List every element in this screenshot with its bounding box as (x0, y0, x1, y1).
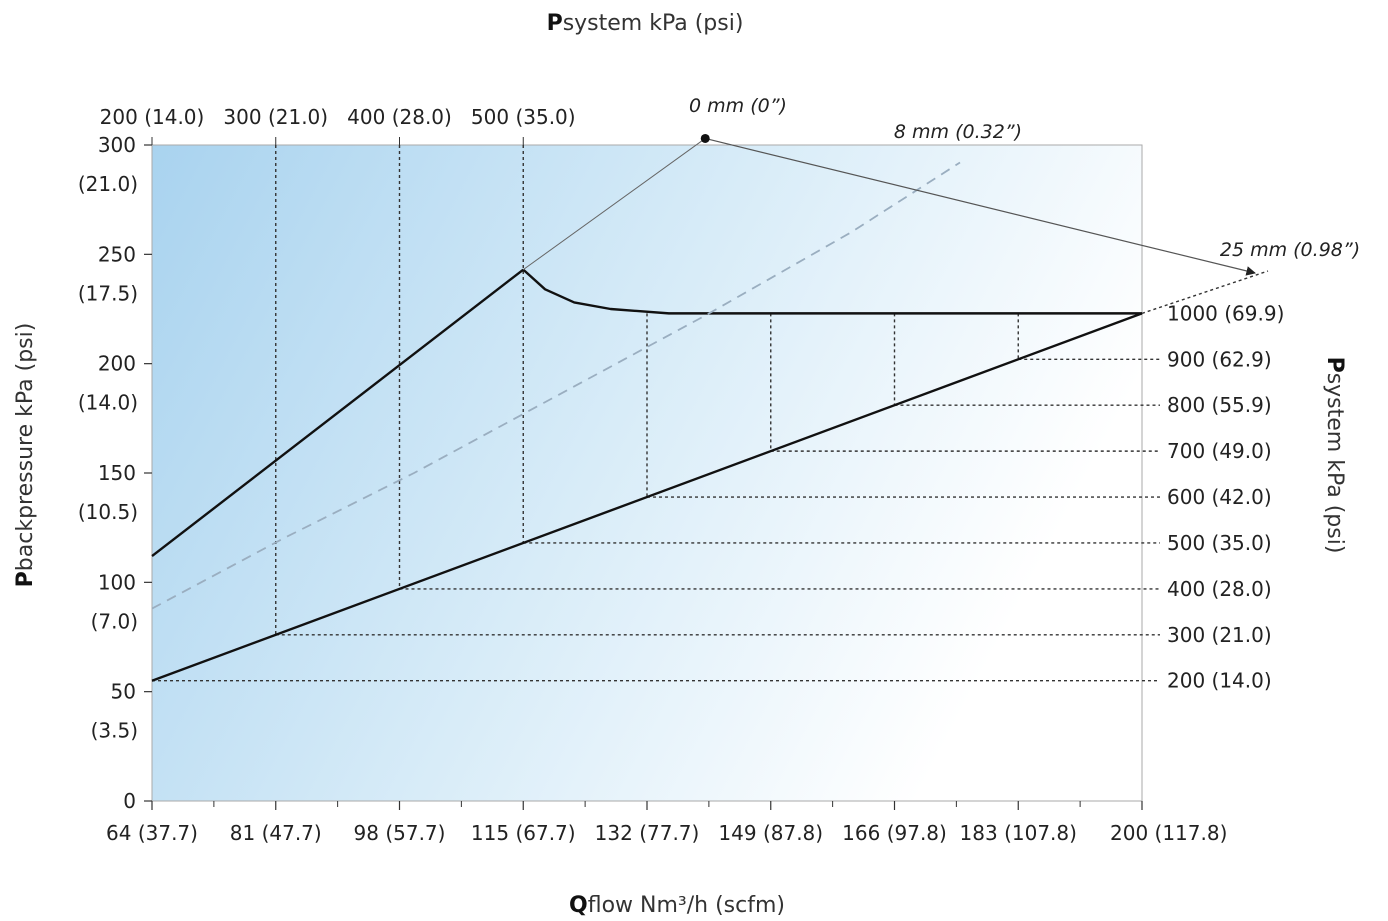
right-axis-tick-label: 200 (14.0) (1167, 669, 1272, 693)
right-axis-tick-label: 600 (42.0) (1167, 485, 1272, 509)
right-axis-tick-label: 700 (49.0) (1167, 439, 1272, 463)
y-tick-label-psi: (17.5) (78, 281, 138, 305)
annotation-label: 0 mm (0”) (689, 95, 787, 117)
series-line-solid-curve (522, 268, 1142, 315)
annotation-labels: 0 mm (0”) 8 mm (0.32”) 25 mm (0.98”) (689, 95, 1360, 261)
guide-lines (152, 145, 1160, 682)
y-tick-label-kpa: 50 (111, 680, 136, 704)
series-line-solid-upper (151, 268, 524, 558)
annotation-lines (522, 133, 1269, 315)
dotted-extension-25mm (1141, 270, 1269, 315)
x-tick-label: 132 (77.7) (595, 821, 700, 845)
right-axis-tick-label: 900 (62.9) (1167, 347, 1272, 371)
x-tick-label: 81 (47.7) (230, 821, 322, 845)
series-layer (151, 161, 1143, 682)
annotation-label: 25 mm (0.98”) (1220, 239, 1360, 261)
x-tick-label: 183 (107.8) (960, 821, 1077, 845)
y-tick-label-kpa: 200 (98, 352, 136, 376)
x-axis-title: Qflow Nm³/h (scfm) (569, 893, 785, 918)
x-tick-label: 149 (87.8) (718, 821, 823, 845)
y-tick-label-psi: (10.5) (78, 500, 138, 524)
y-tick-label-psi: (14.0) (78, 391, 138, 415)
y-tick-label-psi: (21.0) (78, 172, 138, 196)
y-tick-label-psi: (3.5) (91, 719, 138, 743)
y-tick-label-kpa: 250 (98, 242, 136, 266)
right-axis: 200 (14.0) 300 (21.0) 400 (28.0) 500 (35.0)… (1167, 301, 1284, 692)
marker-dot (700, 133, 710, 143)
series-line-dashed (151, 161, 961, 610)
arrow-25mm (705, 137, 1256, 276)
y-axis-title: Pbackpressure kPa (psi) (13, 323, 38, 588)
right-axis-tick-label: 1000 (69.9) (1167, 301, 1284, 325)
series-line-solid-lower (151, 312, 1143, 682)
top-axis-tick-label: 400 (28.0) (347, 105, 452, 129)
y-tick-label-kpa: 100 (98, 570, 136, 594)
y-tick-label-kpa: 300 (98, 133, 136, 157)
x-tick-label: 98 (57.7) (354, 821, 446, 845)
leader-line-0mm (522, 138, 706, 271)
x-axis: 64 (37.7) 81 (47.7) 98 (57.7) 115 (67.7) 132… (106, 801, 1227, 845)
top-axis-tick-label: 200 (14.0) (100, 105, 205, 129)
plot-area (151, 144, 1143, 802)
right-axis-tick-label: 500 (35.0) (1167, 531, 1272, 555)
y-tick-label-kpa: 0 (123, 789, 136, 813)
right-axis-tick-label: 300 (21.0) (1167, 623, 1272, 647)
top-axis-tick-label: 300 (21.0) (223, 105, 328, 129)
x-tick-label: 115 (67.7) (471, 821, 576, 845)
annotation-label: 8 mm (0.32”) (894, 121, 1022, 143)
x-tick-label: 166 (97.8) (842, 821, 947, 845)
top-axis-tick-label: 500 (35.0) (471, 105, 576, 129)
top-axis-title: Psystem kPa (psi) (547, 11, 744, 36)
right-axis-tick-label: 800 (55.9) (1167, 393, 1272, 417)
y-tick-label-psi: (7.0) (91, 609, 138, 633)
y-tick-label-kpa: 150 (98, 461, 136, 485)
x-tick-label: 200 (117.8) (1110, 821, 1227, 845)
right-axis-tick-label: 400 (28.0) (1167, 577, 1272, 601)
right-axis-title: Psystem kPa (psi) (1322, 357, 1347, 554)
x-tick-label: 64 (37.7) (106, 821, 198, 845)
y-axis: 0 50 (3.5) 100 (7.0) 150 (10.5) 200 (14.0) 250 (17… (78, 133, 152, 813)
top-axis: 200 (14.0) 300 (21.0) 400 (28.0) 500 (35.0) (100, 105, 576, 145)
